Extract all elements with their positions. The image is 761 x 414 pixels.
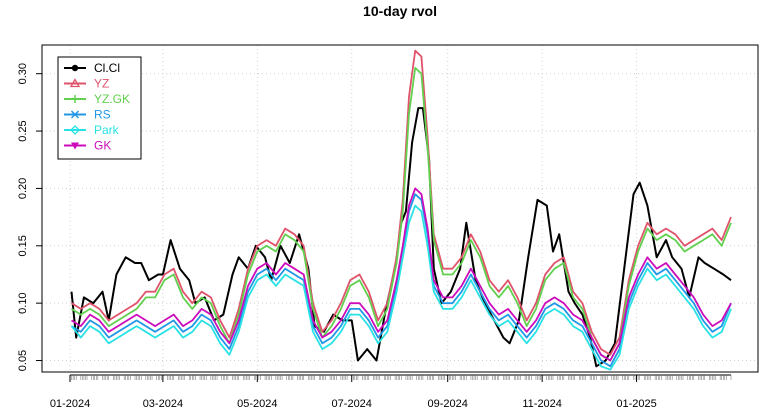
legend-label: Park bbox=[94, 123, 120, 137]
series-line-yz bbox=[71, 49, 732, 356]
y-tick-label: 0.25 bbox=[17, 120, 29, 141]
x-tick-label: 03-2024 bbox=[143, 398, 183, 410]
y-tick-label: 0.30 bbox=[17, 63, 29, 84]
series-line-park bbox=[70, 204, 732, 371]
x-tick-label: 01-2024 bbox=[50, 398, 90, 410]
legend-box bbox=[57, 56, 142, 160]
series-line-gk bbox=[71, 187, 732, 362]
series-lines bbox=[70, 49, 732, 371]
x-tick-label: 05-2024 bbox=[237, 398, 277, 410]
legend-marker bbox=[71, 95, 79, 103]
x-axis: 01-2024 03-2024 05-2024 07-2024 09-2024 11-20… bbox=[50, 374, 732, 410]
legend-label: YZ bbox=[94, 77, 109, 91]
y-tick-label: 0.10 bbox=[17, 292, 29, 313]
x-tick-label: 01-2025 bbox=[616, 398, 656, 410]
legend-label: Cl.Cl bbox=[94, 61, 120, 75]
x-tick-label: 07-2024 bbox=[332, 398, 372, 410]
y-tick-label: 0.15 bbox=[17, 235, 29, 256]
legend-marker bbox=[71, 142, 79, 150]
legend-label: RS bbox=[94, 108, 111, 122]
legend-marker bbox=[70, 125, 80, 135]
x-tick-label: 11-2024 bbox=[522, 398, 562, 410]
y-tick-label: 0.20 bbox=[17, 178, 29, 199]
legend-marker bbox=[71, 64, 79, 72]
legend-label: GK bbox=[94, 139, 111, 153]
y-axis: 0.05 0.10 0.15 0.20 0.25 0.30 bbox=[17, 63, 43, 371]
series-line-cl-cl bbox=[70, 107, 732, 368]
y-tick-label: 0.05 bbox=[17, 350, 29, 371]
chart-title: 10-day rvol bbox=[363, 3, 437, 19]
legend-label: YZ.GK bbox=[94, 92, 130, 106]
x-tick-label: 09-2024 bbox=[428, 398, 468, 410]
legend-marker bbox=[69, 78, 81, 88]
legend-marker bbox=[70, 110, 80, 119]
